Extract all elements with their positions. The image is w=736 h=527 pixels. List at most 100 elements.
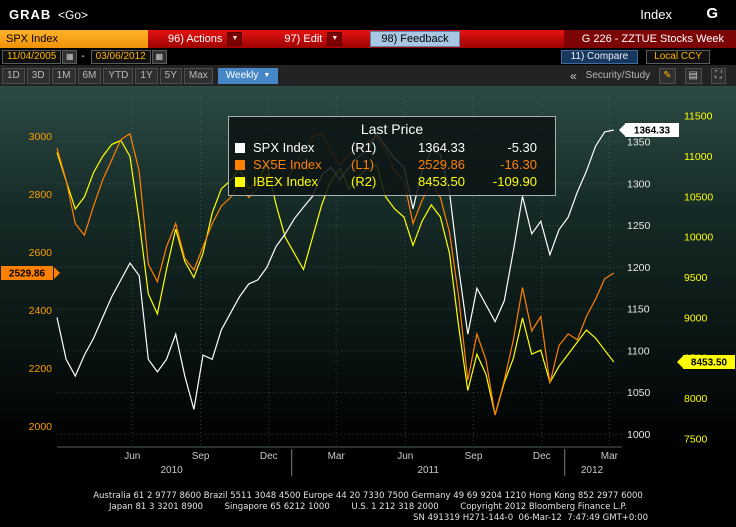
legend-row-spx: SPX Index (R1) 1364.33 -5.30: [235, 139, 549, 156]
title-bar: GRAB <Go> Index G: [0, 0, 736, 30]
last-price-badge: 1364.33: [619, 123, 679, 137]
chart-tools: « Security/Study ✎ ▤ ⛶: [569, 67, 726, 84]
svg-text:9000: 9000: [684, 312, 708, 324]
compare-button[interactable]: 11) Compare: [560, 49, 639, 64]
date-range-separator: -: [81, 51, 85, 62]
actions-menu[interactable]: 96) Actions ▼: [168, 30, 243, 48]
svg-text:1200: 1200: [627, 262, 651, 274]
menu-bar: SPX Index 96) Actions ▼ 97) Edit ▼ 98) F…: [0, 30, 736, 48]
footer-session-info: SN 491319 H271-144-0 06-Mar-12 7:47:49 G…: [413, 513, 648, 523]
chevron-down-icon[interactable]: ▼: [227, 32, 243, 46]
x-axis-labels: Jun Sep Dec Mar Jun Sep Dec Mar 2010 2011 2012: [124, 451, 618, 476]
last-price-badge: 8453.50: [677, 355, 735, 369]
expand-icon[interactable]: ⛶: [711, 67, 726, 84]
svg-text:Sep: Sep: [465, 451, 483, 462]
chevron-down-icon: ▼: [263, 71, 271, 79]
period-tab-ytd[interactable]: YTD: [103, 67, 134, 84]
last-price-badge: 2529.86: [1, 266, 60, 280]
series-axis: (R1): [351, 140, 377, 155]
feedback-button[interactable]: 98) Feedback: [370, 31, 460, 47]
annotate-pencil-icon[interactable]: ✎: [659, 67, 676, 84]
period-tab-bar: 1D 3D 1M 6M YTD 1Y 5Y Max Weekly ▼ « Sec…: [0, 65, 736, 86]
series-last: 8453.50: [418, 174, 465, 189]
svg-text:11500: 11500: [684, 111, 713, 123]
calendar-icon[interactable]: ▦: [151, 49, 167, 64]
series-change: -109.90: [492, 174, 537, 189]
right-axis-labels: 1350 1300 1250 1200 1150 1100 1050 1000: [627, 137, 651, 442]
series-last: 2529.86: [418, 157, 465, 172]
grid-lines: [57, 96, 622, 447]
frequency-dropdown[interactable]: Weekly ▼: [217, 67, 279, 84]
svg-text:Jun: Jun: [124, 451, 140, 462]
period-tab-max[interactable]: Max: [183, 67, 213, 84]
series-last: 1364.33: [418, 140, 465, 155]
svg-text:Sep: Sep: [192, 451, 210, 462]
period-tab-1m[interactable]: 1M: [51, 67, 76, 84]
svg-text:3000: 3000: [29, 131, 53, 143]
period-tab-1d[interactable]: 1D: [2, 67, 25, 84]
series-axis: (R2): [351, 174, 377, 189]
series-name: SX5E Index: [253, 157, 322, 172]
series-change: -16.30: [500, 157, 537, 172]
command-text: GRAB: [9, 7, 52, 22]
collapse-left-icon[interactable]: «: [569, 68, 577, 83]
period-tab-3d[interactable]: 3D: [26, 67, 50, 84]
svg-text:Dec: Dec: [260, 451, 278, 462]
security-ticker[interactable]: SPX Index: [0, 30, 148, 48]
svg-text:Jun: Jun: [397, 451, 413, 462]
svg-text:Mar: Mar: [601, 451, 619, 462]
svg-text:10000: 10000: [684, 232, 713, 244]
svg-text:8453.50: 8453.50: [691, 358, 728, 369]
go-key-label: <Go>: [58, 8, 89, 22]
svg-text:1150: 1150: [627, 304, 650, 316]
screen-title: G 226 - ZZTUE Stocks Week: [563, 30, 736, 48]
svg-text:2600: 2600: [29, 247, 53, 259]
svg-text:1050: 1050: [627, 387, 651, 399]
series-axis: (L1): [351, 157, 375, 172]
frequency-label: Weekly: [225, 69, 259, 81]
footer-contacts-line1: Australia 61 2 9777 8600 Brazil 5511 304…: [93, 491, 643, 501]
svg-text:2529.86: 2529.86: [9, 269, 46, 280]
year-divider-lines: [291, 449, 566, 476]
series-change: -5.30: [507, 140, 537, 155]
svg-text:2200: 2200: [29, 363, 53, 375]
left-axis-labels: 3000 2800 2600 2400 2200 2000: [29, 131, 53, 433]
svg-text:Dec: Dec: [533, 451, 551, 462]
terminal-footer: Australia 61 2 9777 8600 Brazil 5511 304…: [0, 491, 736, 524]
svg-text:2010: 2010: [160, 465, 183, 476]
svg-text:9500: 9500: [684, 272, 708, 284]
footer-contacts-line2: Japan 81 3 3201 8900 Singapore 65 6212 1…: [109, 502, 627, 512]
date-from-input[interactable]: 11/04/2005: [2, 49, 62, 64]
svg-text:2400: 2400: [29, 305, 53, 317]
legend-row-sx5e: SX5E Index (L1) 2529.86 -16.30: [235, 156, 549, 173]
series-swatch: [235, 142, 245, 153]
context-label: Index: [640, 7, 672, 22]
period-tab-1y[interactable]: 1Y: [135, 67, 158, 84]
svg-text:1250: 1250: [627, 220, 651, 232]
currency-selector[interactable]: Local CCY: [646, 49, 710, 64]
function-key-label: G: [706, 5, 718, 22]
svg-text:8000: 8000: [684, 393, 708, 405]
svg-text:2012: 2012: [581, 465, 604, 476]
legend-row-ibex: IBEX Index (R2) 8453.50 -109.90: [235, 173, 549, 190]
svg-text:1364.33: 1364.33: [634, 126, 671, 137]
far-right-axis-labels: 1150011000105001000095009000850080007500: [684, 111, 713, 446]
series-name: IBEX Index: [253, 174, 319, 189]
svg-text:7500: 7500: [684, 433, 708, 445]
security-study-label[interactable]: Security/Study: [585, 70, 651, 81]
svg-text:1000: 1000: [627, 429, 651, 441]
svg-text:1100: 1100: [627, 345, 650, 357]
calendar-icon[interactable]: ▦: [62, 49, 78, 64]
edit-menu[interactable]: 97) Edit ▼: [284, 30, 343, 48]
edit-menu-label: 97) Edit: [284, 33, 323, 45]
date-to-input[interactable]: 03/06/2012: [90, 49, 151, 64]
series-swatch: [235, 176, 245, 187]
svg-text:1300: 1300: [627, 178, 651, 190]
period-tab-5y[interactable]: 5Y: [159, 67, 182, 84]
period-tab-6m[interactable]: 6M: [77, 67, 102, 84]
panel-icon[interactable]: ▤: [684, 67, 702, 84]
series-name: SPX Index: [253, 140, 315, 155]
chevron-down-icon[interactable]: ▼: [327, 32, 343, 46]
svg-text:10500: 10500: [684, 191, 713, 203]
